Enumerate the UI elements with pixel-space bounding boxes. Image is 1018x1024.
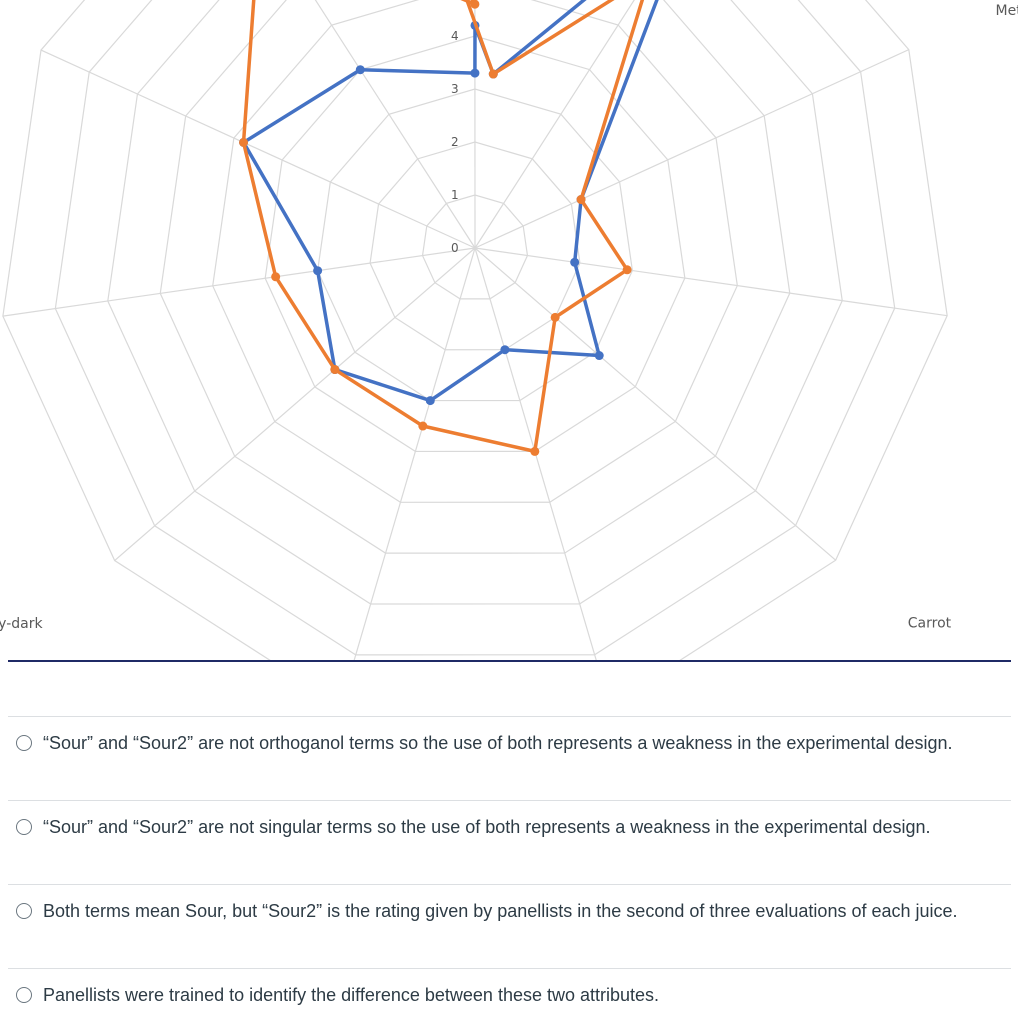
answer-option-1[interactable]: “Sour” and “Sour2” are not orthoganol te…: [8, 716, 1011, 800]
series-orange-point: [330, 365, 340, 375]
grid-ring: [54, 0, 896, 656]
series-blue-point: [594, 351, 604, 361]
series-orange-point: [488, 69, 498, 79]
tick-label: 0: [451, 241, 459, 255]
series-orange-point: [470, 0, 480, 9]
radar-chart-svg: 01234GrapeMetallicBeetCarrotMusty/Earthy…: [0, 0, 1018, 662]
grid-spoke: [353, 247, 476, 662]
tick-label: 2: [451, 135, 459, 149]
grid-ring: [317, 88, 634, 402]
grid-ring: [159, 0, 791, 554]
grid-spoke: [314, 0, 476, 249]
grid-ring: [369, 141, 581, 351]
series-orange-point: [530, 446, 540, 456]
axis-label: Fruity-dark: [0, 616, 43, 632]
grid-spoke: [474, 247, 837, 561]
series-orange-point: [550, 312, 560, 322]
grid-ring: [107, 0, 843, 605]
radar-chart: 01234GrapeMetallicBeetCarrotMusty/Earthy…: [0, 0, 1018, 662]
axis-label: Metallic: [996, 3, 1018, 19]
grid-ring: [212, 0, 738, 503]
series-blue-line: [241, 0, 659, 403]
grid-ring: [421, 194, 529, 300]
answer-option-text: Both terms mean Sour, but “Sour2” is the…: [43, 901, 958, 921]
axis-label: Carrot: [908, 616, 952, 632]
radio-button-icon[interactable]: [16, 735, 32, 751]
tick-label: 1: [451, 188, 459, 202]
grid-spoke: [40, 49, 476, 249]
radio-button-icon[interactable]: [16, 987, 32, 1003]
series-blue-point: [355, 65, 365, 75]
answer-option-4[interactable]: Panellists were trained to identify the …: [8, 968, 1011, 1024]
series-blue-point: [500, 345, 510, 355]
grid-spoke: [2, 247, 476, 317]
series-orange-point: [271, 272, 281, 282]
grid-spoke: [474, 0, 635, 249]
radio-button-icon[interactable]: [16, 819, 32, 835]
tick-label: 4: [451, 29, 459, 43]
series-blue-point: [470, 68, 480, 78]
grid-spoke: [114, 247, 476, 561]
series-blue-point: [570, 257, 580, 267]
grid-spoke: [474, 247, 948, 317]
series-orange-point: [576, 195, 586, 205]
series-orange-line: [241, 0, 645, 454]
answer-option-text: “Sour” and “Sour2” are not orthoganol te…: [43, 733, 953, 753]
series-blue-point: [425, 396, 435, 406]
series-orange-point: [622, 265, 632, 275]
answer-option-text: Panellists were trained to identify the …: [43, 985, 660, 1005]
radio-button-icon[interactable]: [16, 903, 32, 919]
grid-ring: [2, 0, 948, 662]
grid-spoke: [474, 247, 598, 662]
grid-ring: [264, 35, 686, 453]
series-orange-point: [239, 137, 249, 147]
tick-label: 3: [451, 82, 459, 96]
separator-line: [8, 660, 1011, 662]
answer-option-text: “Sour” and “Sour2” are not singular term…: [43, 817, 931, 837]
answer-option-3[interactable]: Both terms mean Sour, but “Sour2” is the…: [8, 884, 1011, 968]
series-blue-point: [313, 266, 323, 276]
answer-options: “Sour” and “Sour2” are not orthoganol te…: [8, 716, 1011, 1024]
answer-option-2[interactable]: “Sour” and “Sour2” are not singular term…: [8, 800, 1011, 884]
series-orange-point: [418, 421, 428, 431]
grid-spoke: [474, 49, 910, 249]
